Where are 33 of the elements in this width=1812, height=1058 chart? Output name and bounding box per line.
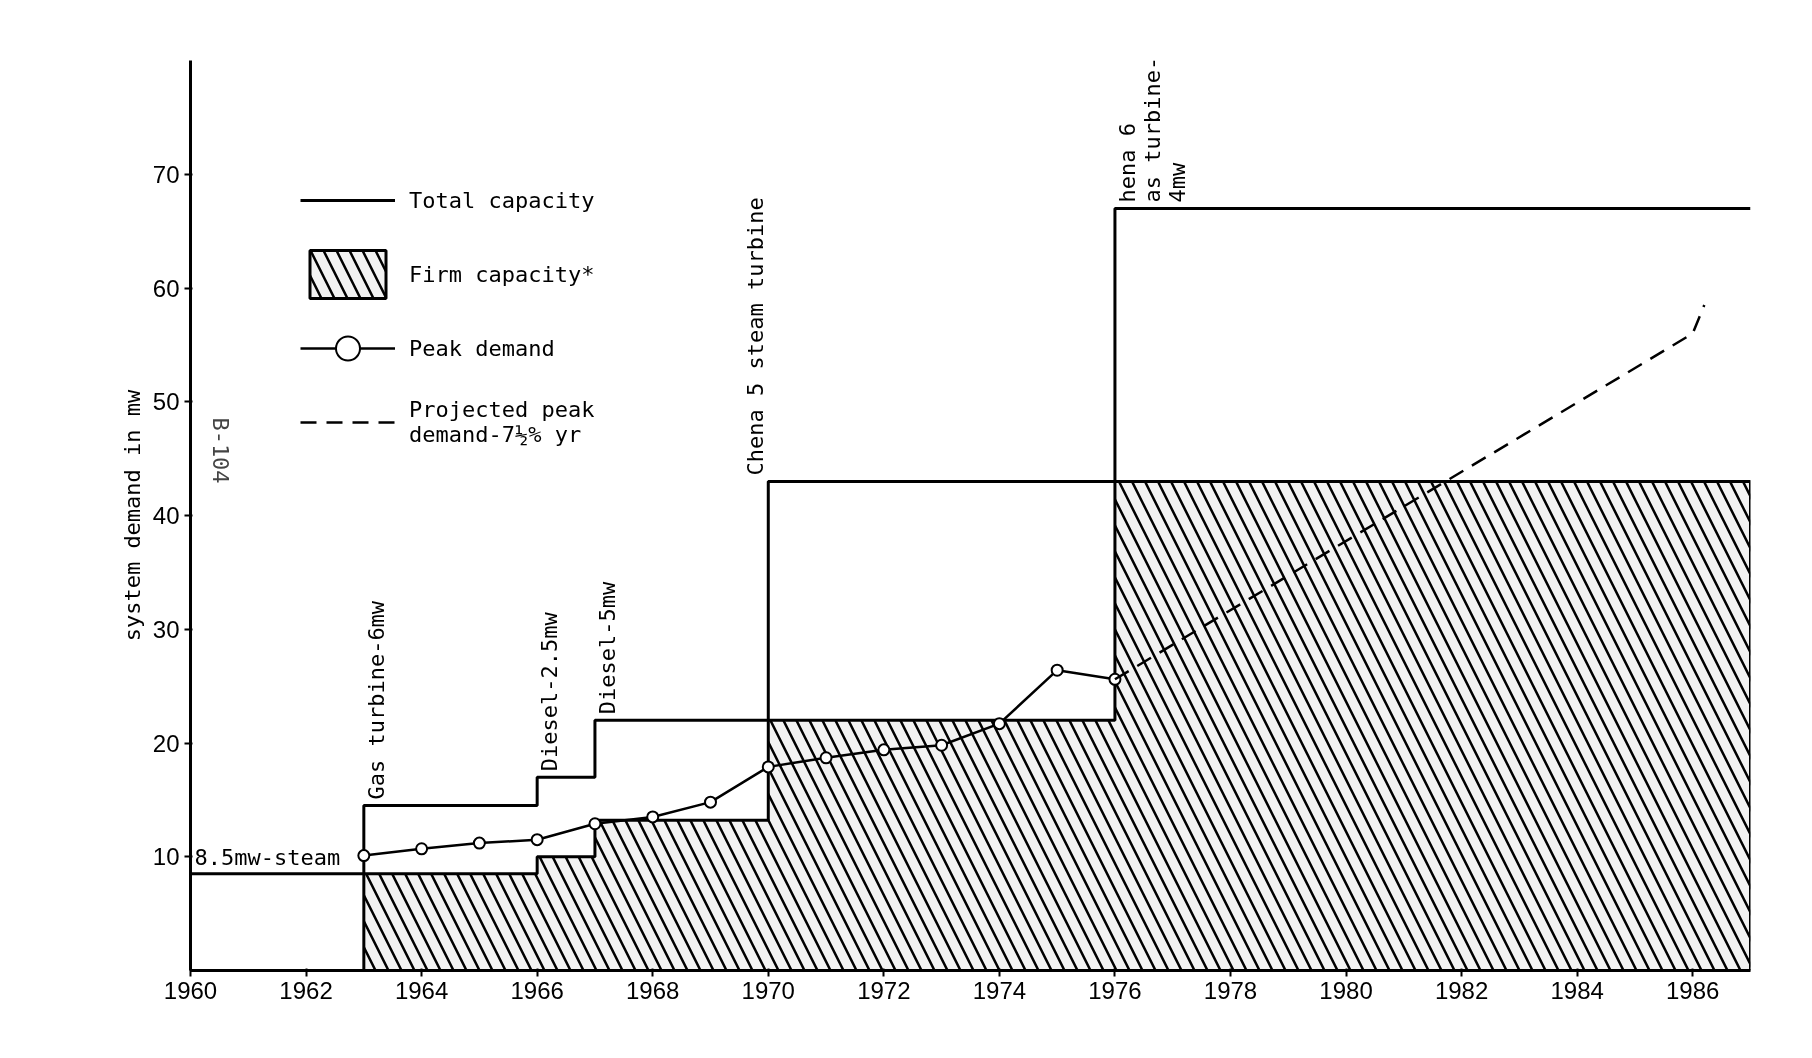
x-tick-label: 1978 (1203, 976, 1258, 1004)
annotation: 8.5mw-steam (194, 844, 341, 870)
annotation: Gas turbine-6mw (363, 600, 389, 800)
x-tick-label: 1962 (279, 976, 333, 1004)
x-tick-label: 1980 (1319, 976, 1373, 1004)
y-tick-label: 30 (152, 615, 180, 643)
legend-label: Firm capacity* (409, 261, 595, 287)
legend-label: Peak demand (409, 335, 555, 361)
y-tick-label: 40 (152, 502, 180, 529)
annotation: B-104 (208, 417, 233, 484)
x-tick-label: 1970 (741, 976, 795, 1004)
x-tick-label: 1974 (972, 976, 1027, 1004)
y-tick-label: 10 (152, 843, 180, 871)
legend-label: Total capacity (409, 187, 595, 213)
x-tick-label: 1982 (1434, 976, 1489, 1004)
y-tick-label: 70 (152, 160, 180, 188)
annotation: Diesel-2.5mw (537, 611, 563, 772)
x-tick-label: 1968 (626, 976, 680, 1004)
x-tick-label: 1964 (394, 976, 449, 1004)
annotation: Chena 5 steam turbine (743, 197, 769, 476)
legend-label: Projected peak demand-7½% yr (409, 397, 595, 447)
x-tick-label: 1986 (1666, 976, 1720, 1004)
annotation: hena 6 as turbine- 4mw (1114, 56, 1190, 203)
y-axis-title: system demand in mw (119, 388, 145, 642)
x-tick-label: 1966 (510, 976, 564, 1004)
x-tick-label: 1984 (1550, 976, 1604, 1004)
y-tick-label: 60 (152, 274, 180, 302)
y-tick-label: 20 (152, 729, 180, 757)
annotation: Diesel-5mw (594, 581, 620, 715)
y-tick-label: 50 (152, 388, 180, 416)
x-tick-label: 1976 (1088, 976, 1142, 1004)
x-tick-label: 1960 (163, 976, 218, 1004)
x-tick-label: 1972 (857, 976, 911, 1004)
